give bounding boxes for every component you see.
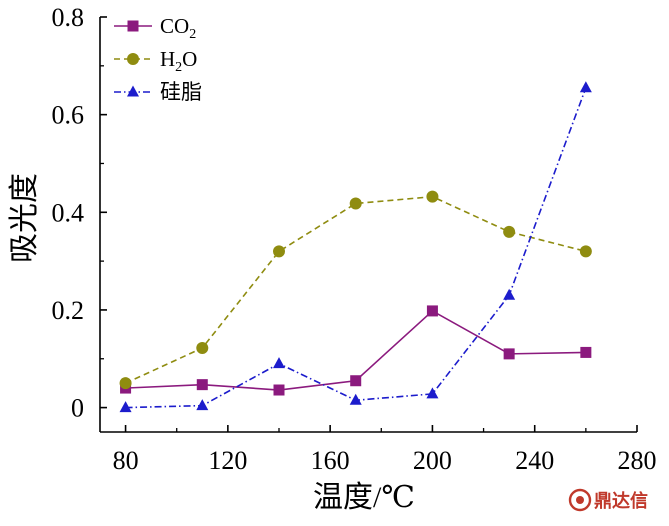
watermark: 鼎达信 (568, 488, 648, 512)
data-point-co2 (273, 384, 285, 396)
series-co2 (120, 305, 592, 396)
y-tick-label: 0.6 (52, 101, 85, 130)
legend: CO2 H2O 硅脂 (114, 14, 202, 104)
data-point-co2 (350, 375, 362, 387)
data-point-grease (579, 81, 592, 93)
legend-label-co2: CO2 (160, 14, 196, 42)
data-point-co2 (196, 379, 208, 391)
y-tick-label: 0 (71, 394, 84, 423)
legend-marker-co2 (127, 20, 139, 32)
legend-item-co2: CO2 (114, 14, 196, 42)
axes: 0 0.2 0.4 0.6 0.8 80 120 160 200 240 280 (52, 3, 657, 475)
x-tick-label: 160 (311, 446, 350, 475)
series-line-h2o (125, 195, 587, 384)
series-h2o (119, 190, 592, 390)
data-point-grease (503, 288, 516, 300)
y-tick-label: 0.2 (52, 296, 85, 325)
legend-label-grease: 硅脂 (160, 80, 202, 104)
data-point-co2 (503, 348, 515, 360)
series-grease (119, 81, 592, 413)
legend-label-h2o: H2O (160, 47, 197, 75)
data-point-co2 (580, 346, 592, 358)
x-axis-label: 温度/℃ (313, 481, 415, 514)
x-tick-label: 120 (208, 446, 247, 475)
data-point-h2o (196, 342, 209, 355)
data-point-h2o (579, 245, 592, 258)
legend-marker-h2o (127, 53, 139, 65)
seal-icon (568, 488, 592, 512)
x-tick-label: 280 (618, 446, 657, 475)
y-axis-label: 吸光度 (8, 173, 41, 263)
x-tick-label: 200 (413, 446, 452, 475)
series-layer (119, 81, 592, 413)
y-tick-label: 0.8 (52, 3, 85, 32)
legend-item-grease: 硅脂 (114, 80, 202, 104)
legend-item-h2o: H2O (114, 47, 197, 75)
data-point-h2o (349, 197, 362, 210)
series-line-grease (125, 87, 587, 409)
data-point-grease (349, 393, 362, 405)
y-tick-label: 0.4 (52, 198, 85, 227)
watermark-text: 鼎达信 (594, 490, 648, 512)
data-point-grease (119, 401, 132, 413)
legend-marker-grease (127, 85, 139, 97)
data-point-h2o (119, 377, 132, 390)
data-point-grease (196, 399, 209, 411)
data-point-grease (273, 357, 285, 369)
x-tick-label: 240 (515, 446, 554, 475)
data-point-grease (426, 387, 439, 399)
data-point-co2 (426, 305, 438, 317)
x-tick-label: 80 (113, 446, 139, 475)
data-point-h2o (503, 225, 516, 238)
data-point-h2o (426, 190, 439, 203)
data-point-h2o (273, 245, 285, 258)
